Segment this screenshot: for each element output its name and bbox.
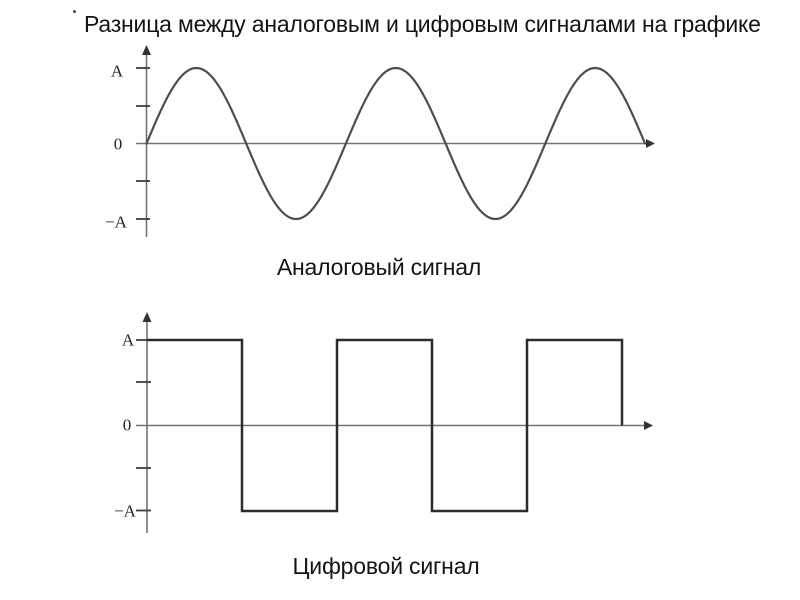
analog-ylabel-minus-a: −A [105,212,127,232]
analog-signal-plot: A 0 −A [100,42,670,242]
analog-caption: Аналоговый сигнал [276,254,482,280]
analog-ylabel-plus-a: A [110,61,124,81]
title-mark-dot [73,10,76,13]
digital-signal-plot: A 0 −A [100,308,670,548]
digital-square-curve [147,338,624,513]
figure-title: Разница между аналоговым и цифровым сигн… [84,11,761,37]
analog-ylabel-zero: 0 [113,134,123,154]
analog-axes [136,45,655,237]
digital-ylabel-minus-a: −A [114,501,136,521]
analog-sine-curve [145,66,647,221]
digital-ylabel-zero: 0 [122,415,132,435]
analog-plot-canvas [136,45,655,237]
digital-plot-canvas [136,312,653,533]
digital-ylabel-plus-a: A [121,330,135,350]
digital-axes [136,312,653,533]
digital-caption: Цифровой сигнал [292,553,480,579]
